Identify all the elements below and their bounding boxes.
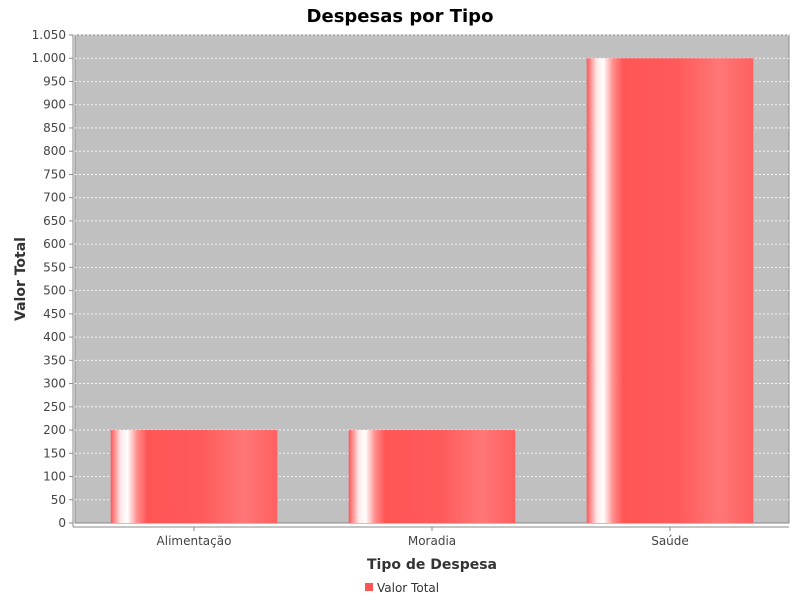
y-tick-label: 600: [43, 237, 66, 251]
x-tick-label: Alimentação: [157, 534, 232, 548]
legend-label: Valor Total: [377, 581, 439, 595]
y-tick-label: 800: [43, 144, 66, 158]
bar: [110, 430, 278, 523]
y-tick-label: 700: [43, 191, 66, 205]
bar: [348, 430, 516, 523]
bar: [586, 58, 754, 523]
legend: Valor Total: [365, 581, 439, 595]
y-tick-label: 450: [43, 307, 66, 321]
x-axis-label: Tipo de Despesa: [367, 557, 497, 573]
x-tick-label: Saúde: [651, 534, 689, 548]
y-tick-label: 300: [43, 377, 66, 391]
x-axis-ticks: Alimentação Moradia Saúde: [157, 527, 689, 548]
y-tick-label: 850: [43, 121, 66, 135]
y-tick-label: 750: [43, 167, 66, 181]
y-tick-label: 150: [43, 446, 66, 460]
y-tick-label: 0: [58, 516, 66, 530]
y-tick-label: 1.050: [32, 28, 66, 42]
y-tick-label: 900: [43, 98, 66, 112]
y-axis-label: Valor Total: [13, 237, 29, 321]
y-tick-label: 400: [43, 330, 66, 344]
y-tick-label: 100: [43, 470, 66, 484]
chart-title: Despesas por Tipo: [307, 6, 494, 27]
y-tick-label: 500: [43, 284, 66, 298]
x-tick-label: Moradia: [408, 534, 456, 548]
y-tick-label: 650: [43, 214, 66, 228]
bars: [110, 58, 754, 523]
y-tick-label: 200: [43, 423, 66, 437]
y-tick-label: 1.000: [32, 51, 66, 65]
y-tick-label: 550: [43, 260, 66, 274]
legend-swatch: [365, 583, 373, 591]
y-tick-label: 50: [51, 493, 66, 507]
y-tick-label: 950: [43, 74, 66, 88]
y-tick-label: 350: [43, 353, 66, 367]
y-tick-label: 250: [43, 400, 66, 414]
y-axis-ticks: 0 50 100 150 200 250 300 350 400 450 500 550 600 650 7…: [32, 28, 73, 530]
